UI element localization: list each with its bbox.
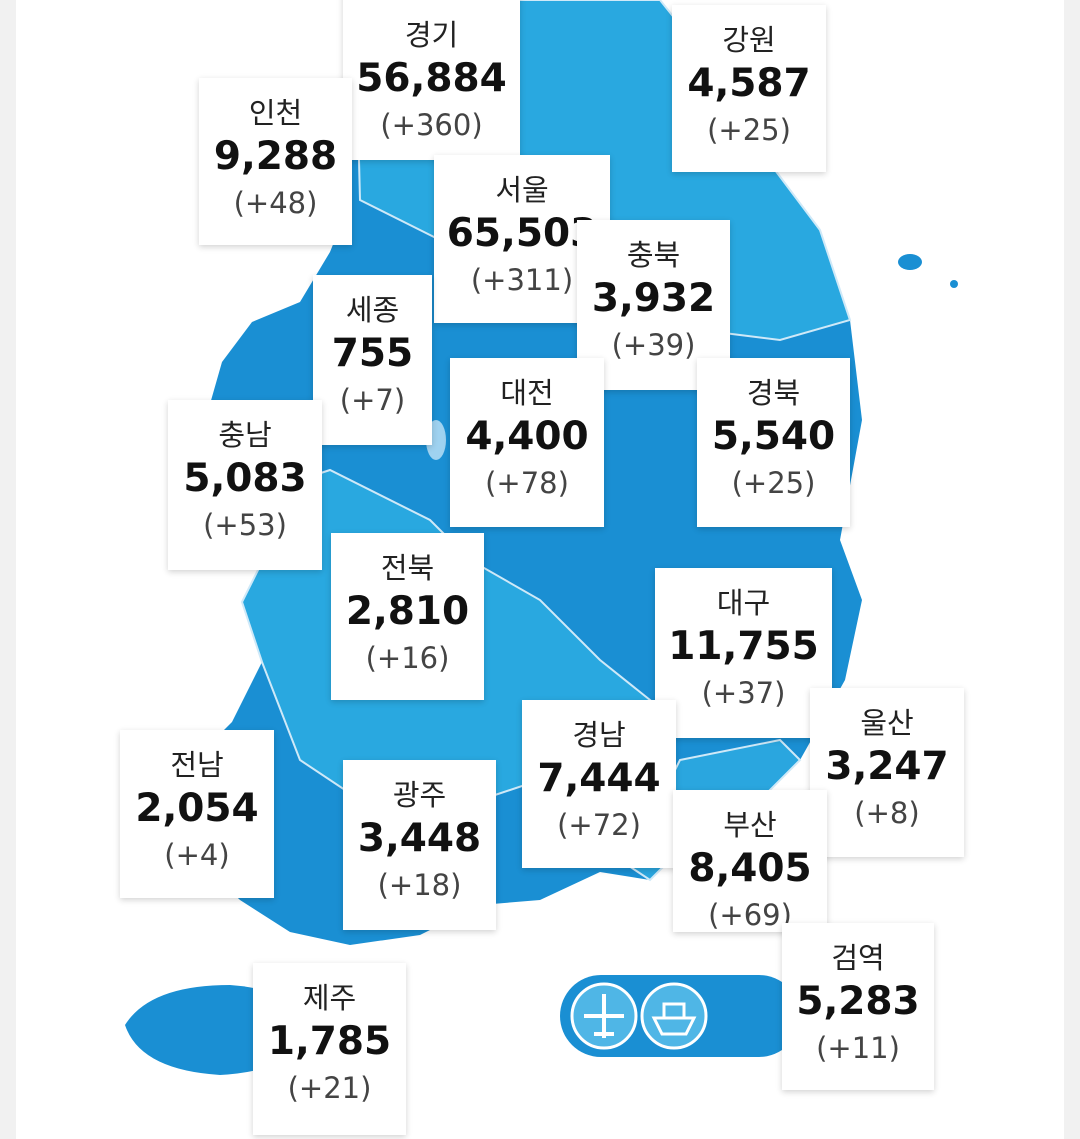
region-total: 9,288: [213, 134, 338, 179]
region-card: 전남 2,054 (+4): [120, 730, 274, 898]
region-name: 서울: [495, 173, 549, 207]
region-card: 검역 5,283 (+11): [782, 923, 934, 1090]
region-total: 1,785: [267, 1019, 392, 1064]
region-change: (+69): [708, 898, 792, 932]
region-change: (+18): [377, 868, 462, 902]
region-change: (+4): [164, 838, 230, 872]
region-total: 7,444: [537, 756, 661, 801]
region-total: 3,247: [825, 744, 949, 789]
region-name: 전북: [380, 551, 435, 585]
region-name: 경북: [746, 376, 801, 410]
region-change: (+72): [557, 808, 641, 842]
region-name: 대구: [716, 586, 771, 620]
region-name: 세종: [345, 293, 400, 327]
region-total: 5,083: [183, 456, 307, 501]
region-total: 5,283: [796, 979, 920, 1024]
island-ulleung: [898, 254, 922, 270]
plane: [584, 994, 624, 1038]
region-total: 755: [331, 331, 414, 376]
region-card: 대구 11,755 (+37): [655, 568, 832, 738]
region-card: 경남 7,444 (+72): [522, 700, 676, 868]
region-name: 전남: [170, 748, 224, 782]
region-change: (+21): [287, 1071, 372, 1105]
region-card: 인천 9,288 (+48): [199, 78, 352, 245]
region-name: 부산: [723, 808, 777, 842]
region-change: (+53): [203, 508, 287, 542]
region-total: 11,755: [668, 624, 819, 669]
port-icon: [640, 982, 708, 1050]
region-change: (+37): [701, 676, 786, 710]
region-card: 경북 5,540 (+25): [697, 358, 850, 527]
region-change: (+48): [233, 186, 318, 220]
region-total: 5,540: [711, 414, 836, 459]
map-panel: 경기 56,884 (+360) 강원 4,587 (+25) 인천 9,288 (+48) 서울…: [16, 0, 1064, 1139]
island-dokdo: [950, 280, 958, 288]
region-card: 강원 4,587 (+25): [672, 5, 826, 172]
region-total: 56,884: [356, 56, 507, 101]
region-card: 충북 3,932 (+39): [577, 220, 730, 390]
region-change: (+39): [611, 328, 696, 362]
region-change: (+8): [854, 796, 920, 830]
region-change: (+78): [485, 466, 569, 500]
region-name: 광주: [392, 778, 447, 812]
region-card: 광주 3,448 (+18): [343, 760, 496, 930]
ship: [651, 1002, 697, 1036]
region-name: 충남: [218, 418, 272, 452]
region-card: 제주 1,785 (+21): [253, 963, 406, 1135]
region-name: 대전: [500, 376, 554, 410]
region-card: 세종 755 (+7): [313, 275, 432, 445]
region-card: 충남 5,083 (+53): [168, 400, 322, 570]
region-total: 4,400: [465, 414, 589, 459]
region-name: 검역: [831, 941, 885, 975]
region-total: 2,054: [135, 786, 259, 831]
region-total: 8,405: [688, 846, 812, 891]
region-change: (+25): [707, 113, 791, 147]
region-name: 충북: [626, 238, 681, 272]
region-name: 울산: [860, 706, 914, 740]
region-name: 인천: [248, 96, 303, 130]
region-total: 3,932: [591, 276, 716, 321]
region-total: 2,810: [345, 589, 470, 634]
region-change: (+360): [380, 108, 483, 142]
region-card: 울산 3,247 (+8): [810, 688, 964, 857]
region-total: 3,448: [357, 816, 482, 861]
region-card: 경기 56,884 (+360): [343, 0, 520, 160]
region-change: (+311): [470, 263, 574, 297]
region-name: 경기: [404, 18, 459, 52]
region-change: (+16): [365, 641, 450, 675]
region-name: 강원: [722, 23, 776, 57]
region-change: (+25): [731, 466, 816, 500]
region-card: 부산 8,405 (+69): [673, 790, 827, 932]
region-name: 경남: [572, 718, 626, 752]
region-card: 전북 2,810 (+16): [331, 533, 484, 700]
region-name: 제주: [302, 981, 357, 1015]
region-change: (+11): [816, 1031, 900, 1065]
region-total: 65,503: [446, 211, 598, 256]
region-total: 4,587: [687, 61, 811, 106]
region-change: (+7): [339, 383, 406, 417]
region-card: 대전 4,400 (+78): [450, 358, 604, 527]
